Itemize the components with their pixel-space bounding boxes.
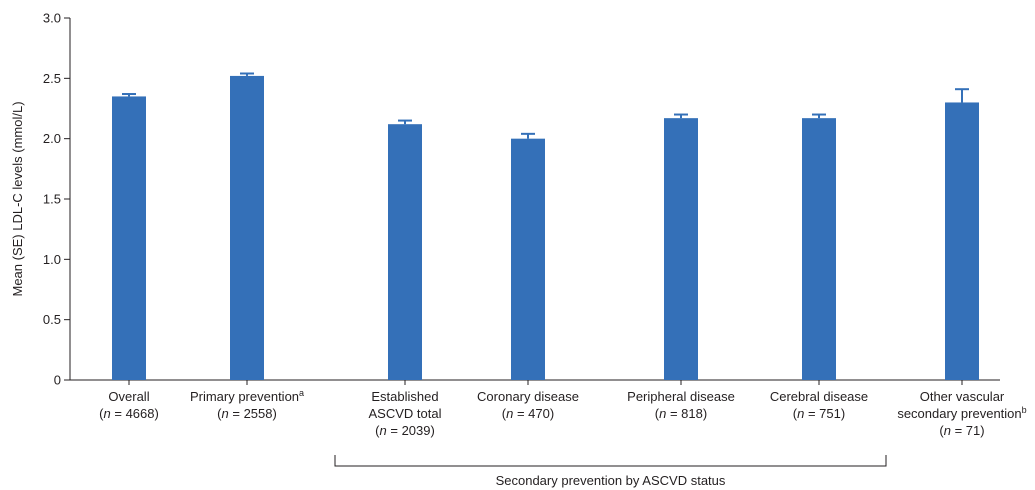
x-tick-label: Established ASCVD total (n = 2039) [369, 389, 442, 438]
bar [230, 75, 264, 381]
y-tick-label: 0.5 [43, 312, 61, 327]
bar [388, 124, 422, 380]
x-tick-label: Cerebral disease (n = 751) [770, 389, 868, 421]
bar [112, 96, 146, 380]
bars [112, 72, 979, 385]
x-tick-label: Other vascular secondary preventionb (n = … [897, 389, 1026, 438]
y-tick-label: 2.0 [43, 131, 61, 146]
bracket-label: Secondary prevention by ASCVD status [496, 473, 726, 488]
y-axis-label: Mean (SE) LDL-C levels (mmol/L) [10, 101, 25, 296]
bracket-line [334, 455, 887, 467]
bar [802, 118, 836, 381]
x-tick-label: Primary preventiona (n = 2558) [190, 388, 304, 421]
bracket-annotation: Secondary prevention by ASCVD status [334, 455, 887, 488]
y-tick-label: 1.5 [43, 192, 61, 207]
bar [664, 118, 698, 381]
x-tick-label: Overall (n = 4668) [99, 389, 159, 421]
bar [945, 102, 979, 380]
x-tick-label: Coronary disease (n = 470) [477, 389, 579, 421]
y-tick-label: 3.0 [43, 11, 61, 26]
y-tick-label: 0 [54, 373, 61, 388]
y-ticks: 0 0.5 1.0 1.5 2.0 2.5 3.0 [43, 11, 70, 388]
bar [511, 138, 545, 380]
x-tick-label: Peripheral disease (n = 818) [627, 389, 735, 421]
category-labels: Overall (n = 4668) Primary preventiona (n =… [99, 388, 1026, 438]
y-tick-label: 2.5 [43, 71, 61, 86]
y-tick-label: 1.0 [43, 252, 61, 267]
